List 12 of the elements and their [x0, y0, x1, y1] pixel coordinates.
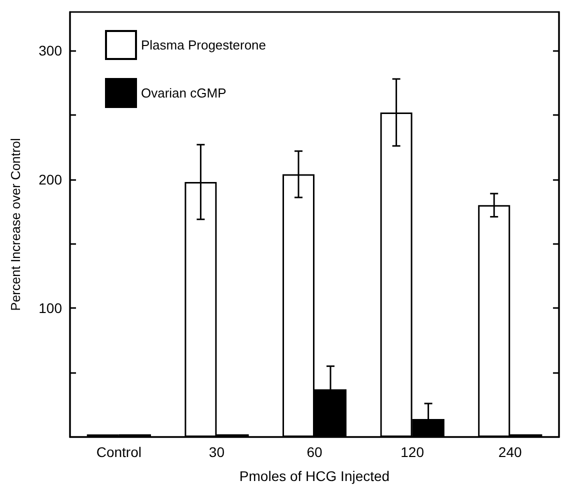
x-axis-title: Pmoles of HCG Injected [239, 468, 390, 484]
x-tick-label: 120 [400, 444, 424, 460]
x-tick-label: 240 [498, 444, 522, 460]
y-tick-label: 100 [38, 300, 62, 316]
legend-label: Plasma Progesterone [141, 38, 266, 52]
x-tick-label: 30 [208, 444, 225, 460]
y-tick-label: 200 [38, 171, 62, 188]
y-tick-label: 300 [38, 42, 62, 59]
x-tick-label: 60 [306, 444, 322, 460]
legend-label: Ovarian cGMP [141, 86, 226, 100]
x-tick-label: Control [96, 444, 142, 460]
y-axis-title: Percent Increase over Control [8, 138, 23, 311]
